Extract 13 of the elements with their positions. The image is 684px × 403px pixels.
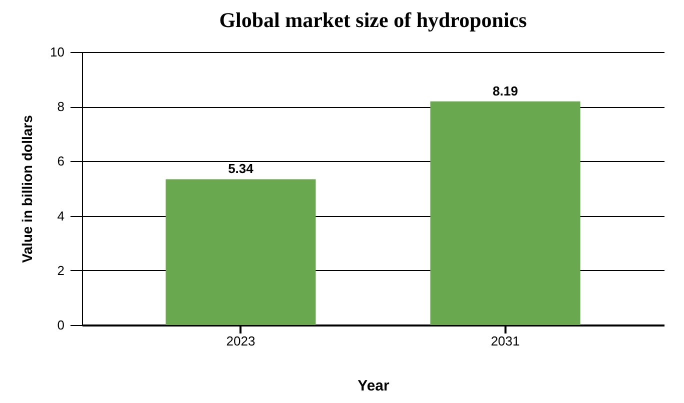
data-label: 8.19 — [492, 83, 518, 98]
y-tick-label: 0 — [57, 318, 64, 332]
y-tick-label: 10 — [50, 44, 64, 60]
y-axis-title: Value in billion dollars — [19, 114, 36, 263]
chart-title: Global market size of hydroponics — [219, 8, 527, 32]
x-tick-label: 2031 — [490, 334, 520, 348]
y-tick-label: 6 — [57, 154, 64, 169]
y-tick-label: 2 — [57, 262, 64, 278]
y-tick-label: 4 — [57, 208, 64, 224]
x-axis-title: Year — [358, 378, 390, 394]
x-tick-label: 2023 — [226, 334, 256, 348]
data-label: 5.34 — [228, 161, 254, 176]
y-tick-label: 8 — [57, 99, 64, 114]
